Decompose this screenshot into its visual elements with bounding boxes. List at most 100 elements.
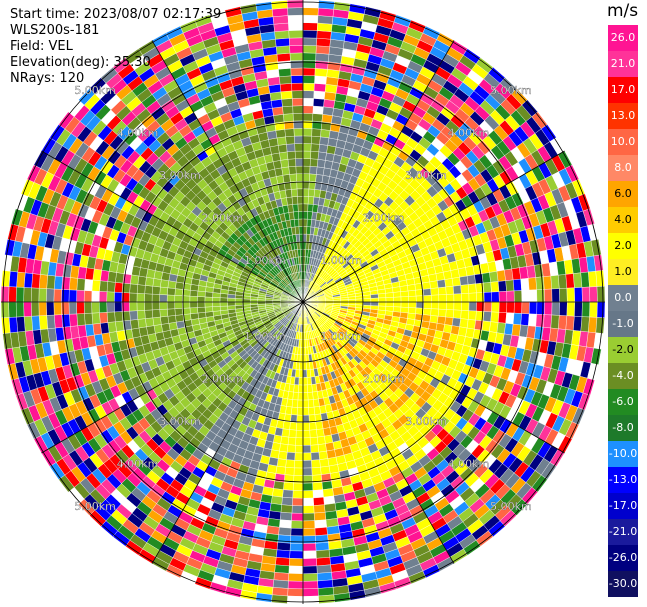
velocity-gate	[446, 293, 455, 303]
velocity-gate	[309, 437, 319, 446]
velocity-gate	[292, 482, 304, 491]
velocity-gate	[302, 512, 315, 522]
velocity-gate	[106, 311, 116, 323]
velocity-gate	[291, 196, 299, 205]
velocity-gate	[61, 276, 71, 290]
velocity-gate	[313, 90, 326, 100]
velocity-gate	[190, 312, 199, 320]
velocity-gate	[205, 311, 214, 318]
velocity-gate	[296, 407, 304, 416]
velocity-gate	[277, 144, 288, 154]
velocity-gate	[277, 534, 291, 544]
velocity-gate	[302, 82, 315, 92]
velocity-gate	[316, 37, 331, 47]
velocity-gate	[489, 271, 499, 283]
velocity-gate	[276, 45, 291, 55]
velocity-gate	[302, 377, 308, 386]
velocity-gate	[76, 278, 86, 291]
velocity-gate	[302, 384, 308, 393]
velocity-gate	[212, 297, 221, 303]
velocity-gate	[422, 308, 432, 316]
velocity-gate	[459, 318, 469, 329]
velocity-gate	[275, 465, 286, 475]
colorbar-unit: m/s	[607, 1, 639, 21]
velocity-gate	[91, 301, 100, 314]
velocity-gate	[445, 309, 454, 318]
velocity-gate	[91, 290, 100, 303]
velocity-gate	[451, 276, 461, 287]
velocity-gate	[298, 218, 304, 227]
velocity-gate	[317, 159, 326, 168]
velocity-gate	[315, 421, 324, 430]
velocity-gate	[234, 298, 243, 303]
velocity-gate	[308, 188, 315, 198]
velocity-gate	[273, 22, 289, 32]
colorbar-tick-label: 6.0	[614, 187, 632, 200]
velocity-gate	[292, 105, 304, 114]
velocity-gate	[273, 480, 285, 490]
velocity-gate	[313, 497, 325, 506]
velocity-gate	[315, 45, 330, 55]
velocity-gate	[551, 288, 560, 303]
velocity-gate	[312, 482, 323, 491]
velocity-gate	[302, 347, 306, 356]
velocity-gate	[144, 285, 153, 295]
velocity-gate	[152, 286, 161, 295]
velocity-gate	[400, 290, 409, 298]
velocity-gate	[444, 316, 454, 326]
velocity-gate	[8, 271, 18, 288]
velocity-gate	[277, 60, 291, 70]
velocity-gate	[276, 136, 287, 146]
velocity-gate	[287, 7, 304, 16]
velocity-gate	[316, 166, 325, 176]
velocity-gate	[167, 280, 177, 289]
velocity-gate	[16, 271, 26, 288]
velocity-gate	[107, 271, 117, 283]
velocity-gate	[320, 465, 331, 475]
velocity-gate	[302, 90, 315, 99]
velocity-gate	[23, 301, 32, 317]
velocity-gate	[302, 505, 315, 514]
velocity-gate	[279, 512, 293, 521]
velocity-gate	[293, 128, 304, 137]
velocity-gate	[355, 295, 364, 300]
velocity-gate	[520, 313, 530, 326]
velocity-gate	[295, 437, 304, 446]
velocity-gate	[287, 158, 297, 167]
velocity-gate	[302, 98, 314, 107]
velocity-gate	[302, 67, 316, 76]
velocity-gate	[423, 295, 432, 303]
velocity-gate	[348, 299, 357, 303]
velocity-gate	[308, 406, 315, 416]
velocity-gate	[318, 594, 335, 604]
velocity-gate	[204, 301, 213, 308]
velocity-gate	[385, 292, 394, 298]
velocity-gate	[302, 218, 308, 227]
velocity-gate	[38, 274, 48, 289]
velocity-gate	[307, 196, 315, 205]
colorbar-tick-label: -2.0	[612, 343, 634, 356]
velocity-gate	[284, 128, 295, 137]
velocity-gate	[392, 291, 402, 298]
velocity-gate	[287, 204, 294, 213]
colorbar-tick-label: -13.0	[608, 473, 638, 486]
velocity-gate	[468, 310, 477, 321]
velocity-gate	[595, 317, 605, 334]
colorbar-tick-label: -8.0	[612, 421, 634, 434]
velocity-gate	[589, 301, 598, 318]
velocity-gate	[99, 301, 108, 313]
velocity-gate	[520, 278, 530, 291]
velocity-gate	[314, 68, 328, 77]
velocity-gate	[490, 281, 500, 293]
velocity-gate	[573, 272, 583, 288]
velocity-gate	[302, 14, 319, 24]
velocity-gate	[115, 320, 125, 332]
velocity-gate	[242, 304, 251, 309]
velocity-gate	[314, 527, 328, 536]
velocity-gate	[312, 489, 324, 499]
velocity-gate	[306, 361, 311, 371]
velocity-gate	[289, 543, 304, 552]
velocity-gate	[151, 301, 160, 311]
velocity-gate	[378, 297, 387, 303]
velocity-gate	[498, 301, 508, 313]
